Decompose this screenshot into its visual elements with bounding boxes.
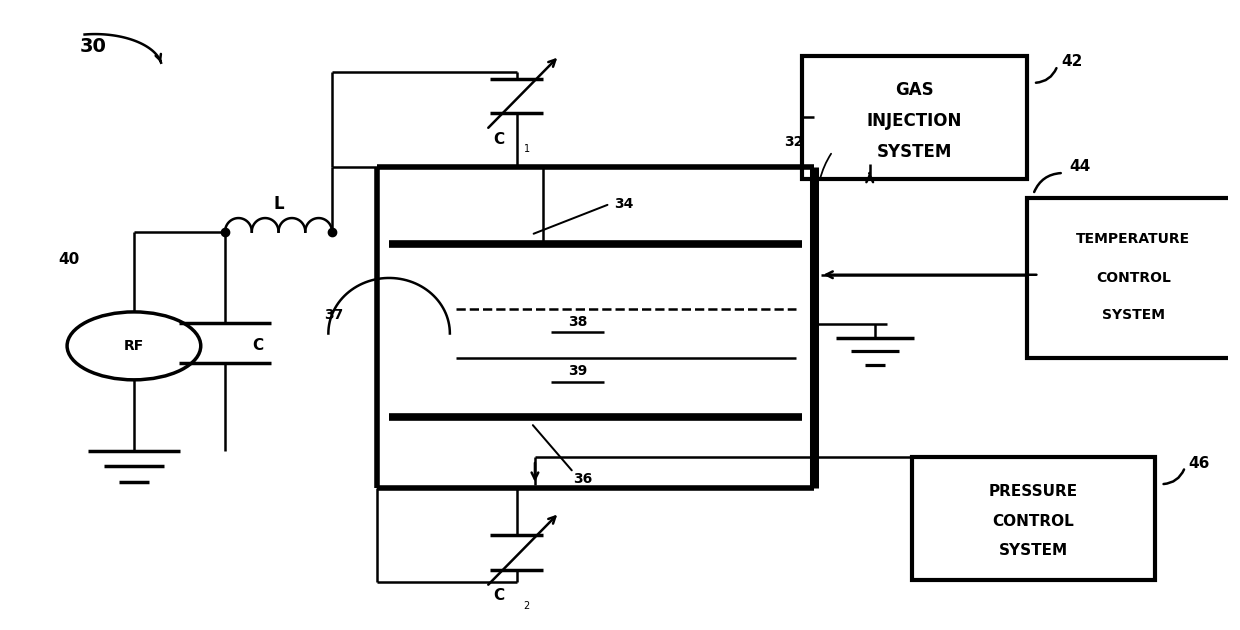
Text: L: L bbox=[273, 195, 284, 213]
Text: 39: 39 bbox=[568, 364, 587, 379]
Bar bbox=[802, 55, 1027, 179]
Text: 40: 40 bbox=[58, 252, 79, 267]
Text: 32: 32 bbox=[784, 135, 804, 149]
Text: CONTROL: CONTROL bbox=[1096, 271, 1171, 285]
Text: 42: 42 bbox=[1061, 54, 1083, 69]
Text: SYSTEM: SYSTEM bbox=[877, 143, 952, 161]
Text: 38: 38 bbox=[568, 315, 588, 329]
Bar bbox=[1027, 198, 1240, 358]
Text: 34: 34 bbox=[614, 197, 634, 211]
Bar bbox=[911, 457, 1154, 580]
Text: C: C bbox=[494, 132, 505, 147]
Text: C: C bbox=[494, 588, 505, 604]
Text: SYSTEM: SYSTEM bbox=[1102, 308, 1164, 322]
Text: PRESSURE: PRESSURE bbox=[988, 484, 1078, 499]
Text: 37: 37 bbox=[324, 308, 343, 322]
Text: 36: 36 bbox=[574, 472, 593, 486]
Text: TEMPERATURE: TEMPERATURE bbox=[1076, 232, 1190, 246]
Text: 44: 44 bbox=[1070, 159, 1091, 175]
Text: $\mathregular{_2}$: $\mathregular{_2}$ bbox=[523, 598, 531, 612]
Text: SYSTEM: SYSTEM bbox=[998, 543, 1068, 558]
Text: RF: RF bbox=[124, 339, 144, 353]
Text: 30: 30 bbox=[79, 37, 107, 56]
Text: INJECTION: INJECTION bbox=[867, 112, 962, 130]
Text: CONTROL: CONTROL bbox=[992, 513, 1074, 529]
Text: C: C bbox=[252, 338, 263, 353]
Text: $\mathregular{_1}$: $\mathregular{_1}$ bbox=[523, 141, 531, 156]
Text: 46: 46 bbox=[1189, 455, 1210, 471]
Text: GAS: GAS bbox=[895, 81, 934, 100]
